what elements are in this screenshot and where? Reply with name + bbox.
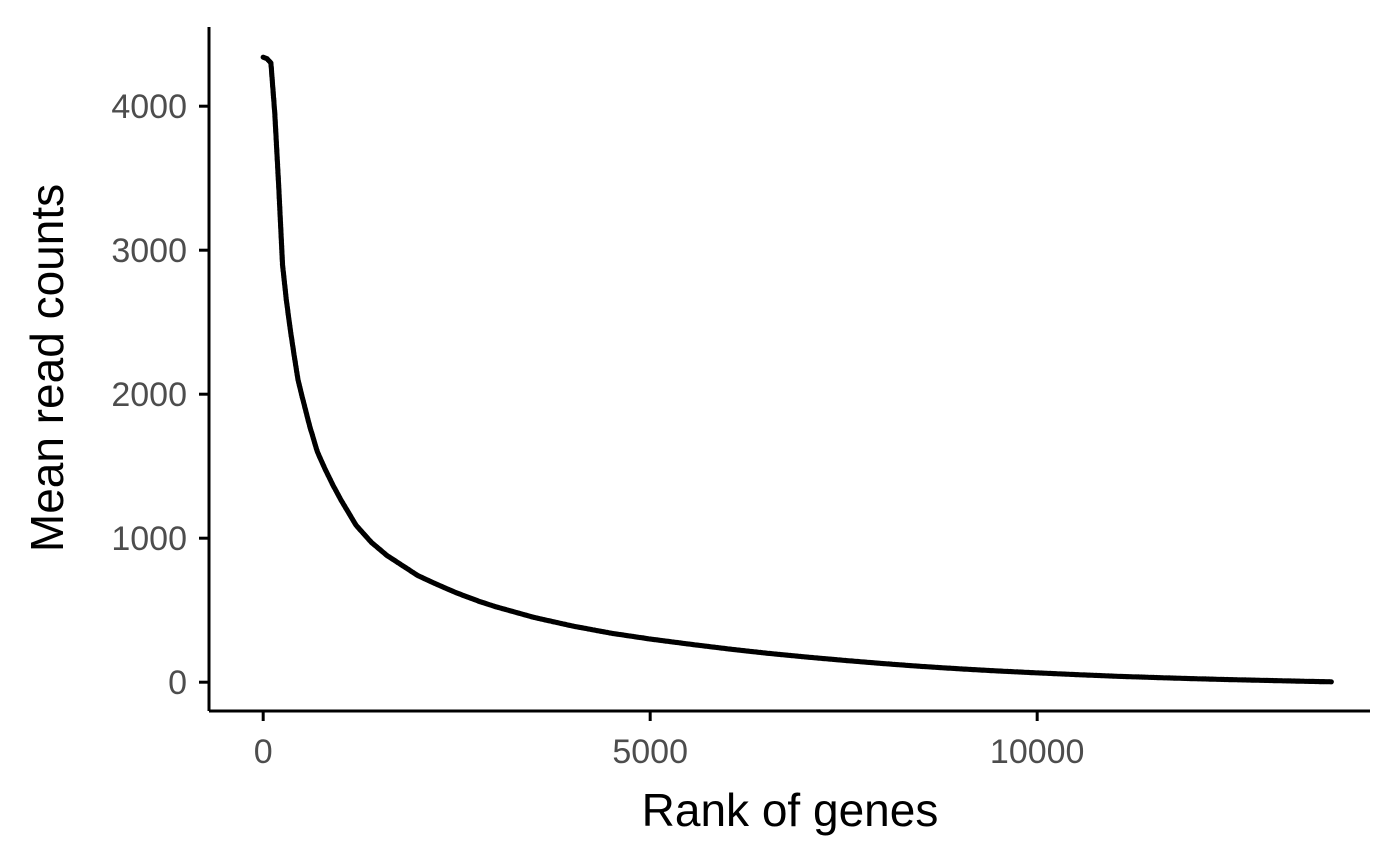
x-tick-label: 5000 — [612, 733, 688, 771]
x-tick-label: 0 — [254, 733, 273, 771]
data-points — [260, 54, 1334, 685]
x-axis-title: Rank of genes — [642, 784, 939, 836]
data-point — [1328, 679, 1334, 685]
y-axis-title: Mean read counts — [21, 184, 73, 552]
axis-ticks: 0 5000 10000 0 1000 2000 3000 4000 — [111, 88, 1084, 771]
y-tick-label: 2000 — [111, 376, 187, 414]
y-tick-label: 4000 — [111, 88, 187, 126]
y-tick-label: 3000 — [111, 232, 187, 270]
x-tick-label: 10000 — [990, 733, 1085, 771]
y-tick-label: 0 — [168, 664, 187, 702]
y-tick-label: 1000 — [111, 520, 187, 558]
